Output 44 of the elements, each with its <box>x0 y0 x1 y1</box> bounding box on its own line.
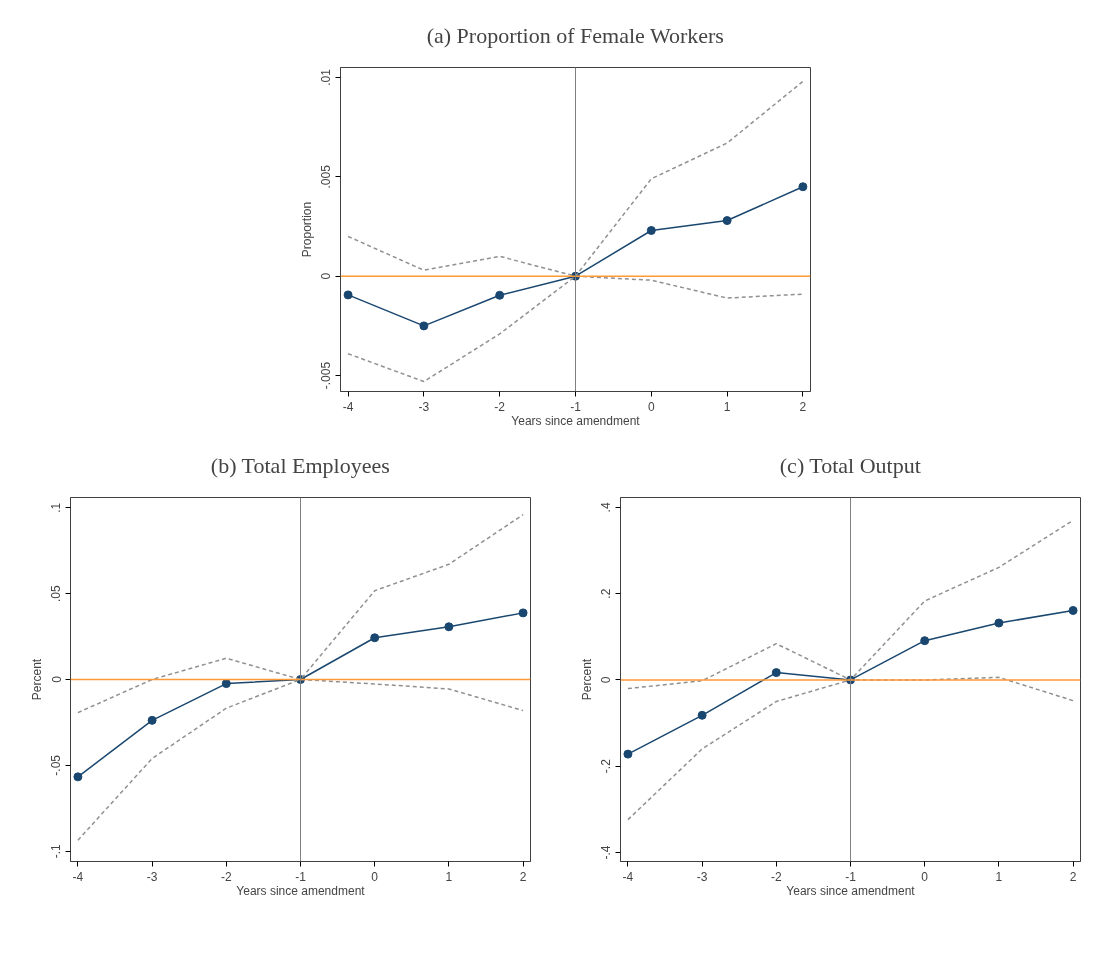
x-tick-label: 0 <box>371 869 379 884</box>
chart-title: (b) Total Employees <box>210 452 390 478</box>
x-tick-label: 0 <box>921 869 929 884</box>
x-tick-label: -3 <box>418 399 430 414</box>
chart-title: (a) Proportion of Female Workers <box>426 22 724 48</box>
x-tick-label: -4 <box>72 869 84 884</box>
y-tick-label: -.2 <box>599 758 614 774</box>
y-tick-label: 0 <box>49 675 64 683</box>
x-tick-label: -2 <box>220 869 232 884</box>
x-tick-label: -3 <box>146 869 158 884</box>
y-tick-label: .1 <box>49 502 64 513</box>
x-axis-title: Years since amendment <box>511 413 641 428</box>
y-tick-label: -.4 <box>599 845 614 860</box>
x-tick-label: -4 <box>622 869 634 884</box>
x-tick-label: 1 <box>445 869 453 884</box>
y-tick-label: 0 <box>599 676 614 684</box>
x-tick-label: 2 <box>519 869 527 884</box>
x-tick-label: -1 <box>845 869 857 884</box>
y-tick-label: .4 <box>599 502 614 513</box>
y-tick-label: -.005 <box>319 361 334 390</box>
y-tick-label: .2 <box>599 588 614 599</box>
x-tick-label: -4 <box>342 399 354 414</box>
y-tick-label: .005 <box>319 164 334 189</box>
y-tick-label: .05 <box>49 584 64 602</box>
x-tick-label: 0 <box>647 399 655 414</box>
x-tick-label: 1 <box>723 399 731 414</box>
x-tick-label: 1 <box>995 869 1003 884</box>
y-axis-title: Percent <box>29 658 44 701</box>
x-tick-label: 2 <box>1069 869 1077 884</box>
x-tick-label: -3 <box>696 869 708 884</box>
y-axis-title: Proportion <box>299 201 314 258</box>
x-tick-label: -2 <box>494 399 506 414</box>
y-tick-label: .01 <box>319 68 334 86</box>
x-axis-title: Years since amendment <box>236 883 366 898</box>
x-tick-label: -2 <box>770 869 782 884</box>
chart-title: (c) Total Output <box>779 452 921 478</box>
y-axis-title: Percent <box>579 658 594 701</box>
y-tick-label: -.05 <box>49 754 64 776</box>
x-tick-label: -1 <box>570 399 582 414</box>
x-tick-label: 2 <box>799 399 807 414</box>
y-tick-label: 0 <box>319 272 334 280</box>
x-tick-label: -1 <box>295 869 307 884</box>
x-axis-title: Years since amendment <box>786 883 916 898</box>
y-tick-label: -.1 <box>49 843 64 859</box>
